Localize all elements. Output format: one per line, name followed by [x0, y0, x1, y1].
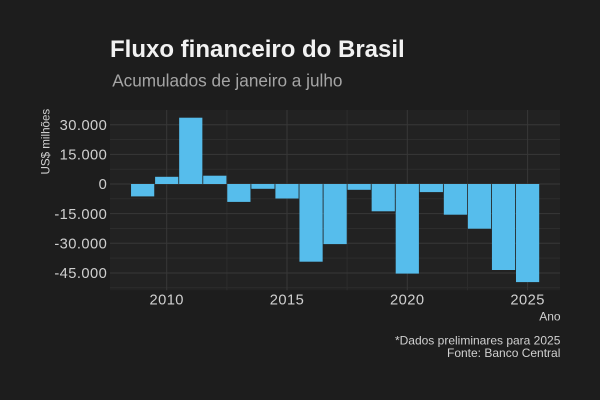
svg-text:2020: 2020: [390, 292, 424, 308]
svg-text:2025: 2025: [510, 292, 544, 308]
svg-text:*Dados preliminares para 2025: *Dados preliminares para 2025: [395, 334, 561, 348]
svg-text:-30.000: -30.000: [54, 236, 107, 252]
svg-text:-45.000: -45.000: [54, 266, 107, 282]
svg-text:0: 0: [99, 177, 108, 193]
svg-text:US$ milhões: US$ milhões: [40, 109, 53, 175]
svg-text:2010: 2010: [149, 292, 183, 308]
svg-text:30.000: 30.000: [60, 118, 108, 134]
svg-text:Fluxo financeiro do Brasil: Fluxo financeiro do Brasil: [110, 36, 405, 63]
svg-text:Ano: Ano: [539, 310, 561, 324]
svg-text:Fonte: Banco Central: Fonte: Banco Central: [447, 346, 560, 360]
svg-text:2015: 2015: [270, 292, 304, 308]
svg-text:Acumulados de janeiro a julho: Acumulados de janeiro a julho: [112, 71, 342, 91]
svg-text:-15.000: -15.000: [54, 207, 107, 223]
svg-text:15.000: 15.000: [60, 147, 108, 163]
